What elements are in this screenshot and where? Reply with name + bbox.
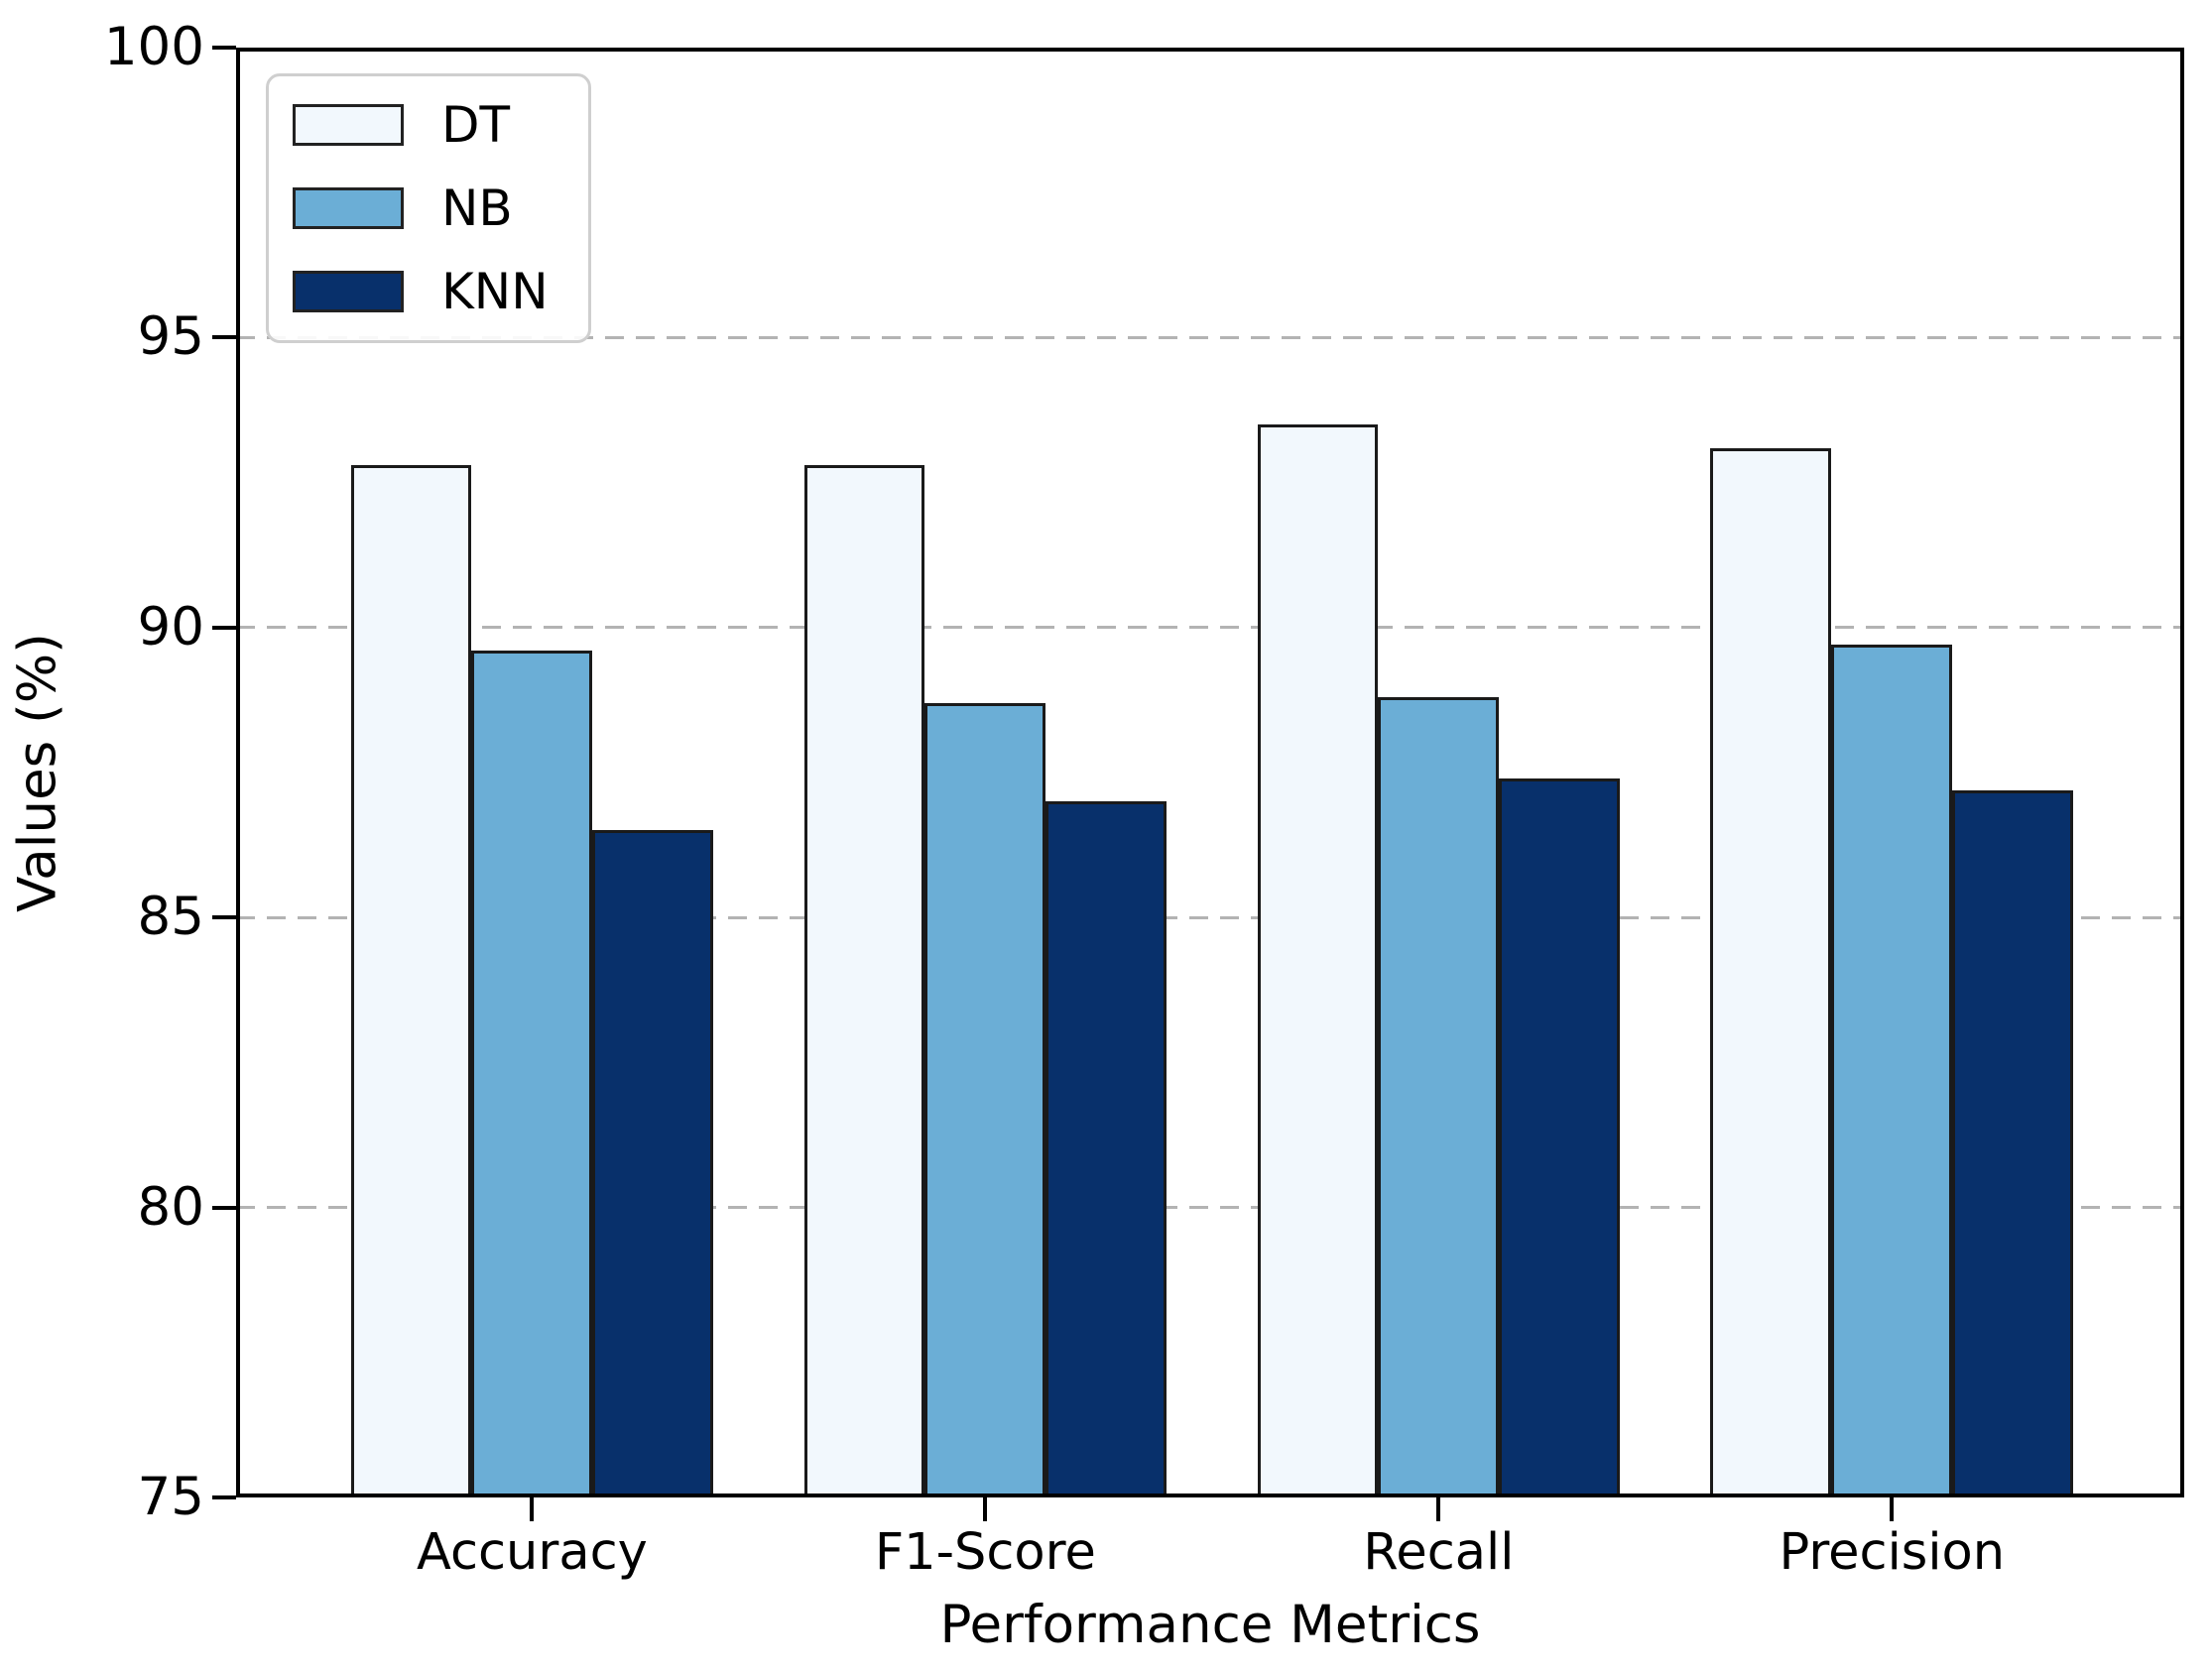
bar-NB-Precision <box>1831 645 1953 1497</box>
x-tick-label-Precision: Precision <box>1779 1523 2006 1582</box>
x-tick-label-Accuracy: Accuracy <box>416 1523 648 1582</box>
legend-swatch-KNN <box>293 271 404 312</box>
bar-DT-Accuracy <box>350 465 472 1497</box>
y-tick-label-95: 95 <box>137 306 204 368</box>
legend-row-KNN: KNN <box>293 267 549 316</box>
y-tick-mark-95 <box>212 335 236 340</box>
y-tick-label-80: 80 <box>137 1176 204 1238</box>
y-tick-label-75: 75 <box>137 1467 204 1527</box>
legend-row-NB: NB <box>293 183 549 233</box>
y-axis-tick-labels: 75 80 85 90 95 100 <box>0 17 204 1527</box>
bar-DT-Precision <box>1710 447 1832 1497</box>
plot-area: DT NB KNN <box>212 46 2184 1521</box>
x-tick-mark-F1-Score <box>983 1497 988 1521</box>
y-tick-label-85: 85 <box>137 887 204 948</box>
bar-KNN-Recall <box>1499 777 1621 1497</box>
gridline-y-80 <box>236 1206 2184 1210</box>
x-tick-mark-Precision <box>1890 1497 1895 1521</box>
legend-label-DT: DT <box>441 96 511 154</box>
bar-NB-Recall <box>1378 696 1500 1497</box>
bar-KNN-Accuracy <box>592 830 714 1497</box>
y-tick-mark-85 <box>212 915 236 920</box>
bar-DT-F1-Score <box>803 465 925 1497</box>
x-axis-title: Performance Metrics <box>939 1595 1481 1655</box>
legend-row-DT: DT <box>293 100 549 150</box>
x-tick-mark-Accuracy <box>530 1497 535 1521</box>
x-tick-label-F1-Score: F1-Score <box>874 1523 1096 1582</box>
gridline-y-90 <box>236 626 2184 630</box>
legend-swatch-NB <box>293 187 404 229</box>
y-tick-mark-75 <box>212 1495 236 1499</box>
legend-label-KNN: KNN <box>441 263 549 320</box>
bar-KNN-Precision <box>1952 789 2074 1497</box>
y-tick-mark-80 <box>212 1205 236 1210</box>
y-tick-mark-90 <box>212 625 236 630</box>
legend-label-NB: NB <box>441 179 513 237</box>
bar-NB-Accuracy <box>471 651 593 1497</box>
bar-KNN-F1-Score <box>1045 801 1167 1497</box>
bar-DT-Recall <box>1257 424 1379 1497</box>
bar-NB-F1-Score <box>924 702 1046 1497</box>
y-tick-label-90: 90 <box>137 596 204 657</box>
y-tick-mark-100 <box>212 46 236 50</box>
x-tick-mark-Recall <box>1436 1497 1441 1521</box>
legend: DT NB KNN <box>266 73 591 343</box>
y-tick-label-100: 100 <box>103 17 204 77</box>
legend-swatch-DT <box>293 104 404 146</box>
gridline-y-85 <box>236 915 2184 919</box>
x-tick-label-Recall: Recall <box>1363 1523 1515 1582</box>
gridline-y-95 <box>236 335 2184 339</box>
